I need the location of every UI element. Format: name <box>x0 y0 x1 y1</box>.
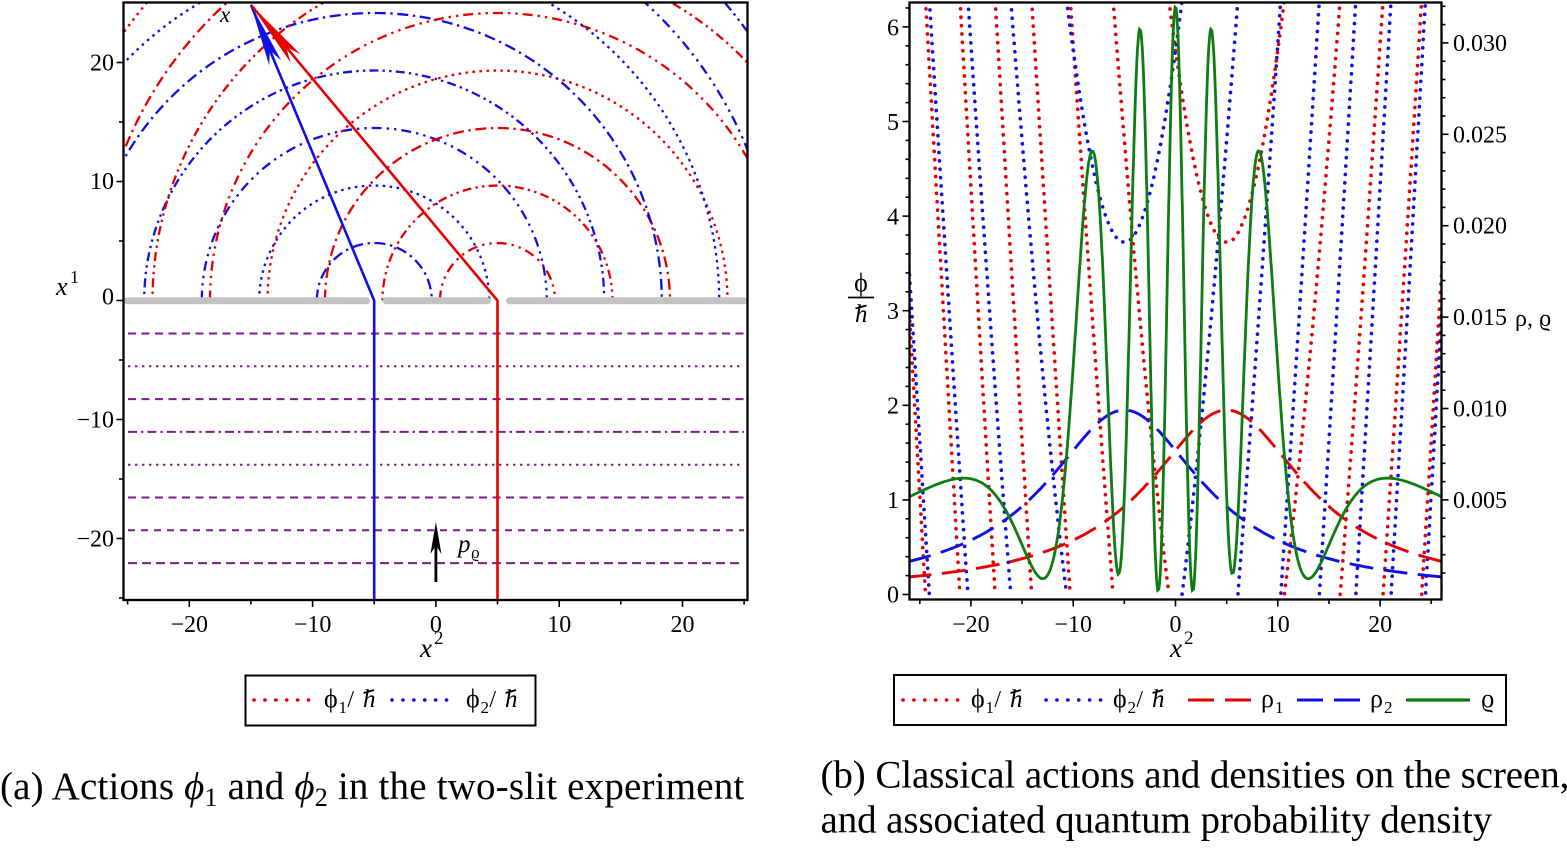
svg-text:ϱ: ϱ <box>471 543 480 562</box>
svg-text:2: 2 <box>1384 698 1393 717</box>
svg-text:(b) Classical actions and dens: (b) Classical actions and densities on t… <box>821 754 1567 797</box>
svg-text:−20: −20 <box>76 527 114 553</box>
svg-text:0: 0 <box>102 285 114 311</box>
svg-text:/: / <box>347 687 354 713</box>
svg-text:ρ: ρ <box>1261 684 1274 713</box>
svg-text:and associated quantum probabi: and associated quantum probability densi… <box>821 799 1493 842</box>
svg-text:4: 4 <box>887 205 899 231</box>
svg-text:ϕ: ϕ <box>1113 684 1127 713</box>
svg-text:6: 6 <box>887 16 899 42</box>
svg-text:2: 2 <box>1184 628 1194 649</box>
svg-text:(a) Actions ϕ1 and ϕ2 in the t: (a) Actions ϕ1 and ϕ2 in the two-slit ex… <box>0 765 744 812</box>
svg-text:0.005: 0.005 <box>1453 488 1507 514</box>
svg-text:ρ, ϱ: ρ, ϱ <box>1515 306 1551 332</box>
svg-text:20: 20 <box>671 612 695 638</box>
svg-text:−10: −10 <box>1054 612 1092 638</box>
svg-text:2: 2 <box>481 698 490 717</box>
svg-text:0.020: 0.020 <box>1453 214 1507 240</box>
svg-text:x: x <box>419 633 432 663</box>
svg-text:−10: −10 <box>294 612 332 638</box>
svg-text:1: 1 <box>986 698 995 717</box>
svg-text:ϕ: ϕ <box>324 684 338 713</box>
svg-text:10: 10 <box>1266 612 1290 638</box>
svg-text:1: 1 <box>1275 698 1284 717</box>
svg-text:0.025: 0.025 <box>1453 122 1507 148</box>
svg-text:10: 10 <box>547 612 571 638</box>
svg-text:5: 5 <box>887 110 899 136</box>
svg-text:3: 3 <box>887 299 899 325</box>
svg-text:/: / <box>994 687 1001 713</box>
svg-text:/: / <box>1136 687 1143 713</box>
svg-text:1: 1 <box>339 698 348 717</box>
svg-text:ϕ: ϕ <box>971 684 985 713</box>
svg-text:1: 1 <box>887 488 899 514</box>
svg-text:x: x <box>219 2 231 27</box>
svg-text:ϕ: ϕ <box>854 268 868 297</box>
svg-text:0.015: 0.015 <box>1453 305 1507 331</box>
svg-text:2: 2 <box>887 394 899 420</box>
svg-text:x: x <box>1169 633 1182 663</box>
svg-text:10: 10 <box>90 169 114 195</box>
svg-text:2: 2 <box>1128 698 1137 717</box>
svg-text:−20: −20 <box>952 612 990 638</box>
svg-text:−20: −20 <box>171 612 209 638</box>
svg-text:−10: −10 <box>76 408 114 434</box>
svg-text:1: 1 <box>70 267 79 287</box>
svg-text:20: 20 <box>1368 612 1392 638</box>
svg-text:0: 0 <box>887 583 899 609</box>
svg-text:/: / <box>489 687 496 713</box>
svg-text:ϕ: ϕ <box>466 684 480 713</box>
svg-text:0.030: 0.030 <box>1453 31 1507 57</box>
svg-text:x: x <box>55 272 68 301</box>
svg-text:ρ: ρ <box>1370 684 1383 713</box>
svg-text:ϱ: ϱ <box>1481 684 1494 713</box>
svg-text:20: 20 <box>90 51 114 77</box>
svg-text:2: 2 <box>434 628 444 649</box>
svg-text:p: p <box>456 531 471 558</box>
svg-text:0.010: 0.010 <box>1453 397 1507 423</box>
